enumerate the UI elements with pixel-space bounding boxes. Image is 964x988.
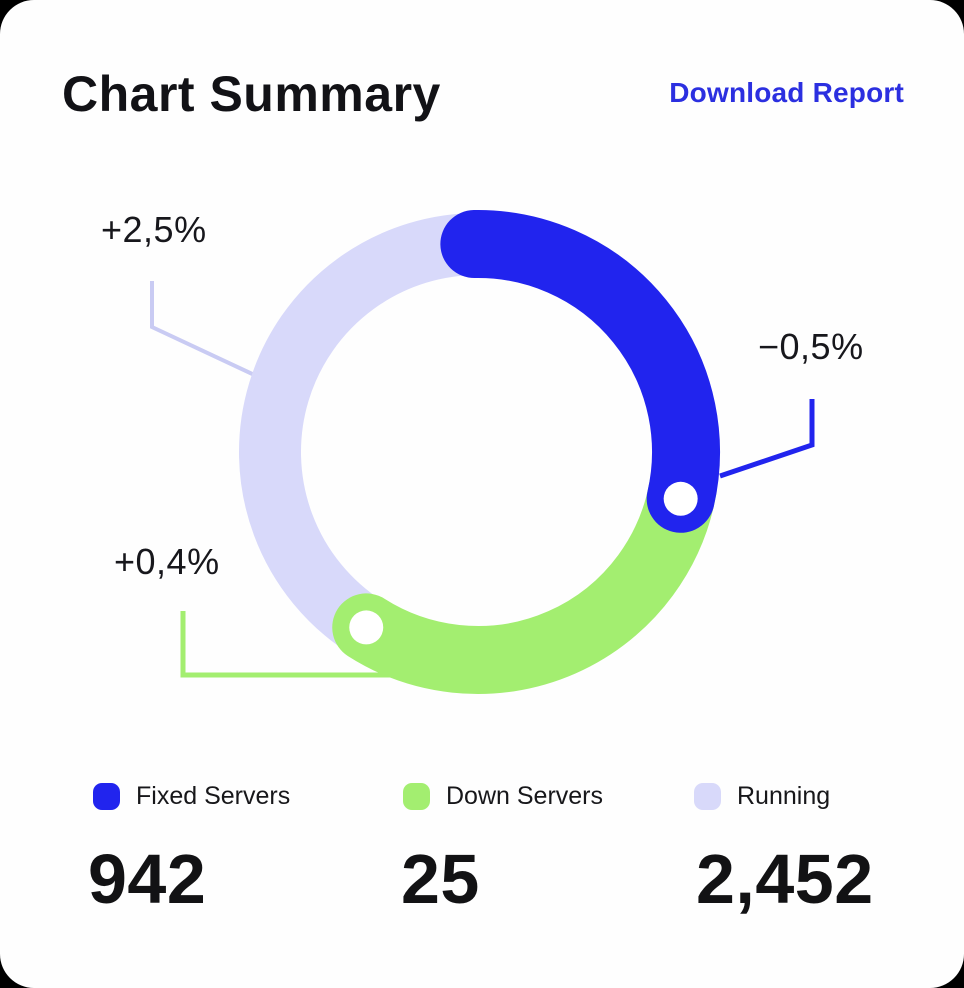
legend-swatch-fixed-servers [93,782,120,810]
value-fixed-servers: 942 [88,840,207,918]
legend-item-fixed-servers: Fixed Servers [93,782,290,810]
delta-label-running: +2,5% [101,209,207,250]
delta-label-fixed-servers: −0,5% [758,326,864,367]
download-report-button[interactable]: Download Report [669,77,904,108]
legend-label-down-servers: Down Servers [446,781,603,810]
leader-line-running [150,281,264,381]
delta-label-down-servers: +0,4% [114,541,220,582]
value-running: 2,452 [696,840,874,918]
donut-segment-down-servers [332,454,717,694]
end-dot-down-servers [349,610,384,645]
legend-label-fixed-servers: Fixed Servers [136,781,291,810]
legend-item-running: Running [694,782,830,810]
leader-line-fixed-servers [719,399,815,479]
leader-line-down-servers [180,611,400,678]
donut-segment-running [239,213,483,654]
legend-label-running: Running [737,781,831,810]
legend-swatch-running [694,782,721,810]
legend-item-down-servers: Down Servers [403,782,603,810]
donut-segment-fixed-servers [440,210,720,533]
end-dot-fixed-servers [663,481,698,516]
legend-swatch-down-servers [403,782,430,810]
value-down-servers: 25 [401,840,480,918]
page-title: Chart Summary [62,66,441,122]
